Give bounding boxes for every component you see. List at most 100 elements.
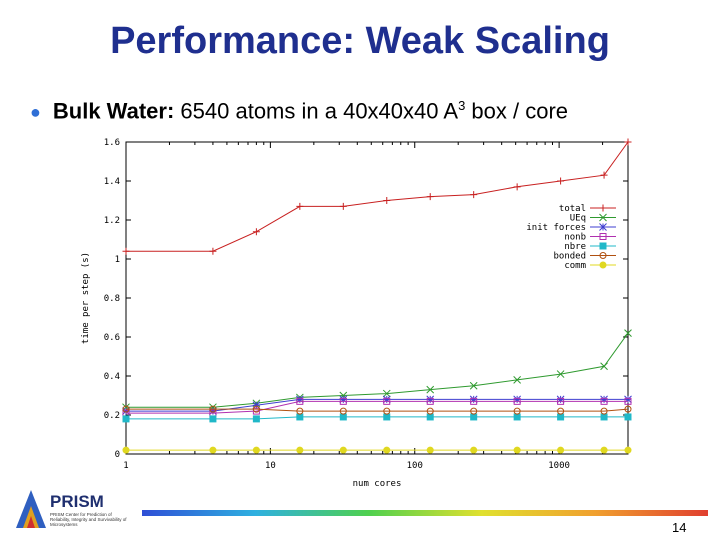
data-point: [469, 395, 478, 404]
data-point: [557, 407, 565, 415]
legend-entry: init forces: [526, 223, 616, 233]
data-point: [600, 413, 608, 421]
series-line: [126, 141, 629, 252]
x-tick-label: 1000: [548, 461, 570, 471]
data-point: [122, 247, 130, 255]
legend-entry: nonb: [564, 233, 616, 243]
data-point: [209, 247, 217, 255]
data-point: [624, 138, 632, 146]
data-point: [339, 391, 348, 400]
x-tick-label: 10: [265, 461, 276, 471]
data-point: [383, 197, 391, 204]
data-point: [296, 202, 304, 210]
data-point: [426, 407, 434, 415]
data-point: [513, 397, 521, 405]
data-point: [557, 446, 565, 454]
data-point: [383, 407, 391, 415]
data-point: [599, 213, 607, 222]
y-tick-label: 0.4: [104, 372, 120, 382]
data-point: [513, 376, 521, 384]
series-nonb: [122, 397, 632, 417]
data-point: [209, 446, 217, 454]
data-point: [252, 446, 260, 454]
slide-title: Performance: Weak Scaling: [110, 20, 610, 62]
chart-axes: 0 0.2 0.4 0.6 0.8 1 1.2 1.4 1.6 1 10 100 1000 num cor…: [81, 138, 629, 489]
logo-tagline: PRISM Center for Prediction of Reliabili…: [50, 512, 127, 527]
legend-label: comm: [564, 261, 586, 271]
data-point: [339, 397, 347, 405]
data-point: [122, 415, 130, 423]
data-point: [600, 446, 608, 454]
data-point: [599, 204, 607, 212]
bullet-dot-icon: ●: [30, 102, 41, 123]
weak-scaling-chart: 0 0.2 0.4 0.6 0.8 1 1.2 1.4 1.6 1 10 100 1000 num cor…: [81, 138, 632, 489]
data-point: [209, 415, 217, 423]
x-tick-label: 1: [123, 461, 128, 471]
x-tick-label: 100: [407, 461, 423, 471]
y-tick-label: 0.6: [104, 333, 120, 343]
data-point: [470, 397, 478, 405]
data-point: [122, 405, 130, 413]
series-comm: [122, 446, 632, 454]
bullet-text: ●Bulk Water 6540 atoms in a 40x40x40 A3 …: [30, 98, 568, 124]
series-init-forces: [122, 395, 632, 415]
legend-label: init forces: [526, 223, 586, 233]
series-bonded: [122, 405, 632, 415]
data-point: [339, 413, 347, 421]
bullet-superscript: 3: [458, 98, 466, 113]
series-nbre: [122, 413, 632, 423]
data-point: [624, 413, 632, 421]
legend-label: nonb: [564, 233, 586, 243]
chart-series: [122, 138, 632, 454]
legend-entry: nbre: [564, 242, 616, 252]
data-point: [470, 446, 478, 454]
x-axis-label: num cores: [353, 479, 402, 489]
data-point: [426, 385, 435, 394]
data-point: [209, 405, 217, 413]
data-point: [599, 252, 607, 259]
data-point: [557, 413, 565, 421]
y-tick-label: 0: [115, 450, 120, 460]
data-point: [513, 446, 521, 454]
legend-label: nbre: [564, 242, 586, 252]
data-point: [469, 381, 478, 390]
data-point: [470, 191, 478, 199]
data-point: [252, 228, 260, 236]
series-line: [126, 332, 629, 408]
data-point: [426, 395, 435, 404]
data-point: [513, 407, 521, 415]
data-point: [252, 405, 260, 413]
legend-label: total: [559, 204, 586, 214]
data-point: [252, 401, 261, 410]
data-point: [122, 407, 130, 415]
prism-logo: PRISM PRISM Center for Prediction of Rel…: [14, 488, 126, 532]
data-point: [470, 413, 478, 421]
data-point: [557, 397, 565, 405]
data-point: [209, 407, 217, 415]
data-point: [600, 362, 608, 371]
data-point: [426, 413, 434, 421]
data-point: [252, 407, 260, 415]
data-point: [426, 397, 434, 405]
legend-label: bonded: [553, 252, 586, 262]
series-line: [126, 400, 628, 414]
series-line: [126, 408, 629, 412]
logo-wordmark: PRISM: [50, 492, 104, 511]
y-axis-label: time per step (s): [81, 252, 91, 344]
data-point: [382, 395, 391, 404]
data-point: [296, 397, 304, 405]
data-point: [513, 395, 521, 404]
data-point: [513, 183, 521, 191]
data-point: [295, 395, 304, 404]
prism-logo-icon: [16, 490, 46, 528]
legend-entry: UEq: [570, 214, 616, 224]
data-point: [599, 242, 607, 250]
data-point: [600, 407, 608, 415]
data-point: [624, 397, 632, 405]
data-point: [296, 413, 304, 421]
legend-label: UEq: [570, 214, 586, 224]
data-point: [339, 202, 347, 210]
data-point: [426, 193, 434, 201]
series-UEq: [122, 329, 632, 412]
